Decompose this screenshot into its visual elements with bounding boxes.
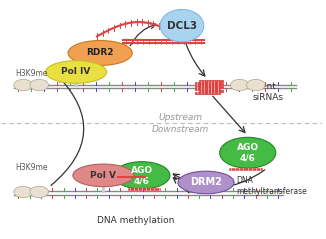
Ellipse shape: [178, 171, 234, 194]
Text: DNA methylation: DNA methylation: [97, 216, 174, 225]
Text: Pol IV: Pol IV: [61, 67, 91, 76]
Ellipse shape: [114, 162, 170, 189]
Text: Downstream: Downstream: [152, 125, 209, 134]
Text: H3K9me: H3K9me: [15, 163, 48, 172]
Text: Pol V: Pol V: [90, 171, 116, 180]
Ellipse shape: [73, 164, 134, 187]
Ellipse shape: [68, 40, 132, 65]
Ellipse shape: [14, 79, 33, 91]
Text: DRM2: DRM2: [190, 178, 222, 187]
Ellipse shape: [230, 79, 249, 91]
Text: AGO
4/6: AGO 4/6: [237, 143, 259, 163]
Text: 24-nt
siRNAs: 24-nt siRNAs: [253, 82, 284, 102]
Ellipse shape: [246, 79, 265, 91]
Ellipse shape: [30, 79, 49, 91]
Circle shape: [160, 10, 204, 42]
Text: DNA
methyltransferase: DNA methyltransferase: [236, 176, 307, 196]
Ellipse shape: [220, 137, 276, 168]
Text: AGO
4/6: AGO 4/6: [131, 166, 153, 185]
Text: RDR2: RDR2: [86, 49, 114, 57]
Ellipse shape: [14, 186, 33, 198]
Text: H3K9me: H3K9me: [15, 69, 48, 78]
Text: DCL3: DCL3: [167, 21, 197, 31]
Ellipse shape: [30, 186, 49, 198]
Ellipse shape: [46, 61, 107, 83]
Text: Upstream: Upstream: [158, 113, 202, 122]
